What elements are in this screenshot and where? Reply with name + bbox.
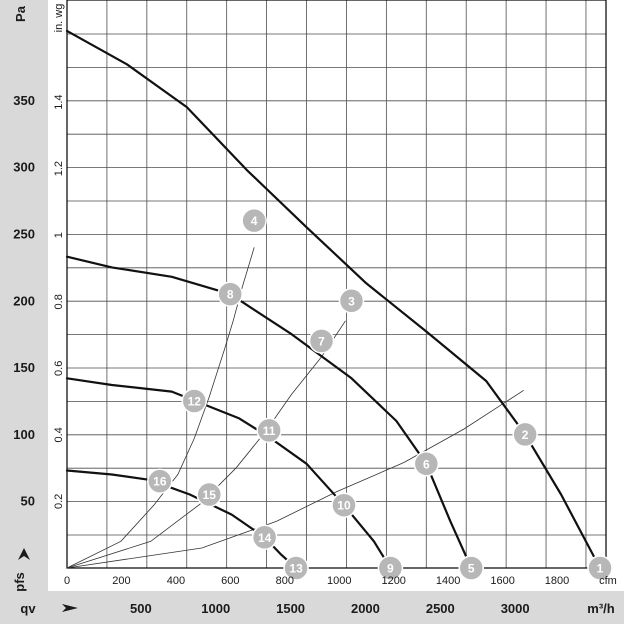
- x-tick-cfm: 800: [276, 575, 294, 587]
- x-tick-cfm: 1400: [436, 575, 460, 587]
- marker-circle: [217, 281, 243, 307]
- y-tick-pa: 350: [13, 93, 35, 108]
- operating-point-2: 2: [512, 421, 538, 448]
- y-tick-inwg: 0.2: [53, 494, 65, 509]
- operating-point-4: 4: [241, 207, 267, 234]
- marker-circle: [338, 288, 365, 314]
- x-tick-cfm: 200: [112, 575, 130, 587]
- x-unit-cfm: cfm: [599, 575, 617, 587]
- operating-point-11: 11: [256, 417, 282, 444]
- y-axis-symbol: pfs: [12, 572, 27, 592]
- marker-label: 7: [318, 334, 325, 348]
- x-tick-cfm: 1600: [490, 575, 514, 587]
- marker-circle: [512, 421, 538, 448]
- marker-circle: [331, 492, 357, 518]
- marker-label: 16: [153, 475, 167, 489]
- x-axis-arrow: [62, 604, 78, 612]
- marker-circle: [377, 555, 404, 581]
- x-tick-m3h: 2000: [351, 601, 380, 616]
- marker-circle: [587, 555, 613, 581]
- marker-circle: [147, 468, 173, 494]
- x-tick-m3h: 1500: [276, 601, 305, 616]
- marker-circle: [251, 524, 278, 551]
- y-tick-pa: 200: [13, 293, 35, 308]
- operating-point-15: 15: [196, 481, 222, 508]
- operating-point-10: 10: [331, 492, 357, 518]
- marker-label: 14: [258, 531, 272, 545]
- marker-label: 2: [522, 428, 529, 442]
- y-tick-inwg: 1.2: [53, 161, 65, 176]
- x-unit-m3h: m³/h: [587, 601, 615, 616]
- y-axis-arrow: [18, 548, 30, 560]
- y-tick-pa: 50: [21, 494, 35, 509]
- x-tick-cfm: 400: [167, 575, 185, 587]
- system-curve-3: [66, 389, 524, 569]
- operating-point-1: 1: [587, 555, 613, 581]
- marker-label: 5: [468, 562, 475, 576]
- x-tick-m3h: 3000: [501, 601, 530, 616]
- x-tick-m3h: 500: [130, 601, 152, 616]
- y-axis-label-pa: Pa: [13, 5, 28, 22]
- y-tick-pa: 300: [13, 160, 35, 175]
- y-tick-pa: 150: [13, 360, 35, 375]
- operating-point-3: 3: [338, 288, 365, 314]
- system-curve-2: [66, 320, 346, 569]
- marker-circle: [196, 481, 222, 508]
- fan-curve-2: [65, 255, 473, 570]
- y-axis-label-inwg: in. wg: [53, 4, 65, 33]
- x-tick-m3h: 1000: [201, 601, 230, 616]
- marker-circle: [241, 207, 267, 234]
- operating-point-6: 6: [413, 451, 440, 477]
- operating-point-9: 9: [377, 555, 404, 581]
- x-tick-m3h: 2500: [426, 601, 455, 616]
- operating-point-12: 12: [181, 388, 208, 414]
- marker-label: 10: [337, 499, 351, 513]
- fan-curve-1: [65, 29, 602, 570]
- y-tick-pa: 250: [13, 227, 35, 242]
- x-tick-cfm: 1800: [545, 575, 569, 587]
- x-tick-cfm: 1000: [327, 575, 351, 587]
- marker-circle: [413, 451, 440, 477]
- marker-label: 3: [348, 294, 355, 308]
- y-tick-inwg: 0.4: [53, 427, 65, 442]
- marker-circle: [181, 388, 208, 414]
- operating-point-13: 13: [283, 555, 309, 581]
- x-tick-cfm: 600: [221, 575, 239, 587]
- marker-label: 6: [423, 457, 430, 471]
- y-tick-inwg: 1.4: [53, 94, 65, 109]
- x-axis-label: qv: [20, 601, 36, 616]
- marker-circle: [283, 555, 309, 581]
- marker-label: 13: [289, 562, 303, 576]
- y-tick-inwg: 0.8: [53, 294, 65, 309]
- marker-circle: [458, 555, 484, 581]
- marker-label: 11: [263, 424, 276, 438]
- marker-label: 8: [227, 288, 234, 302]
- marker-label: 15: [203, 488, 217, 502]
- operating-point-8: 8: [217, 281, 243, 307]
- marker-label: 1: [597, 562, 604, 576]
- x-tick-cfm: 0: [64, 575, 70, 587]
- operating-point-7: 7: [308, 328, 335, 354]
- operating-point-14: 14: [251, 524, 278, 551]
- bottom-axis-band: [0, 591, 624, 624]
- marker-circle: [308, 328, 335, 354]
- y-tick-pa: 100: [13, 427, 35, 442]
- y-tick-inwg: 1: [53, 232, 65, 238]
- left-axis-band: [0, 0, 48, 624]
- plot-frame: [66, 0, 607, 569]
- operating-point-5: 5: [458, 555, 484, 581]
- axes: 501001502002503003500.20.40.60.811.21.4P…: [12, 4, 617, 616]
- marker-label: 9: [387, 562, 394, 576]
- y-tick-inwg: 0.6: [53, 361, 65, 376]
- marker-circle: [256, 417, 282, 444]
- x-tick-cfm: 1200: [381, 575, 405, 587]
- operating-point-16: 16: [147, 468, 173, 494]
- marker-label: 4: [251, 214, 258, 228]
- marker-label: 12: [188, 395, 202, 409]
